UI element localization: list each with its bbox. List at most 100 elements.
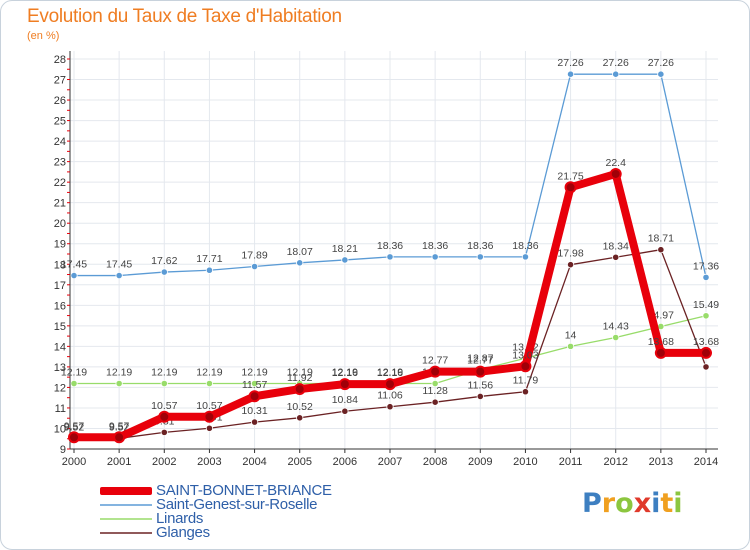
data-label: 9.52: [109, 421, 130, 433]
data-point[interactable]: [158, 410, 171, 423]
data-label: 12.19: [106, 367, 132, 379]
data-label: 18.21: [332, 243, 358, 255]
data-point[interactable]: [700, 346, 712, 359]
data-label: 10.31: [241, 405, 267, 417]
data-point[interactable]: [612, 333, 620, 342]
data-point[interactable]: [113, 431, 126, 444]
data-point[interactable]: [386, 253, 394, 261]
data-label: 12.77: [467, 355, 493, 367]
x-tick-label: 2002: [152, 456, 176, 468]
legend-item[interactable]: Linards: [100, 511, 332, 526]
data-label: 9.57: [109, 420, 130, 432]
y-tick-label: 10: [54, 423, 66, 435]
data-point[interactable]: [205, 266, 214, 274]
x-tick-label: 2011: [559, 456, 583, 468]
y-tick-label: 11: [55, 403, 66, 415]
data-point[interactable]: [702, 273, 710, 281]
data-point[interactable]: [205, 379, 214, 388]
data-label: 12.16: [377, 367, 403, 379]
y-tick-label: 23: [54, 157, 66, 169]
data-point[interactable]: [205, 424, 214, 432]
data-point[interactable]: [564, 181, 577, 194]
data-point[interactable]: [521, 253, 530, 261]
data-point[interactable]: [250, 379, 259, 388]
data-label: 11.06: [377, 390, 403, 402]
y-tick-label: 27: [54, 75, 66, 87]
legend-item[interactable]: Saint-Genest-sur-Roselle: [100, 497, 332, 512]
data-point[interactable]: [115, 379, 123, 388]
legend-label: SAINT-BONNET-BRIANCE: [156, 482, 332, 499]
data-point[interactable]: [338, 378, 351, 391]
data-label: 27.26: [557, 57, 583, 69]
data-label: 11.56: [468, 379, 494, 391]
x-tick-label: 2005: [287, 456, 311, 468]
data-point[interactable]: [250, 262, 259, 271]
data-point[interactable]: [609, 167, 622, 180]
data-point[interactable]: [431, 398, 439, 406]
data-point[interactable]: [341, 256, 349, 264]
data-point[interactable]: [654, 346, 667, 359]
data-label: 9.57: [64, 420, 85, 432]
data-point[interactable]: [115, 271, 123, 280]
data-point[interactable]: [248, 390, 261, 403]
y-tick-label: 13: [54, 362, 66, 374]
data-label: 17.36: [693, 260, 719, 272]
x-tick-label: 2009: [468, 456, 492, 468]
x-tick-label: 2012: [603, 456, 627, 468]
data-point[interactable]: [429, 365, 442, 378]
data-point[interactable]: [566, 70, 575, 78]
data-label: 12.87: [467, 353, 493, 365]
data-point[interactable]: [612, 253, 620, 261]
data-point[interactable]: [160, 268, 168, 276]
data-point[interactable]: [476, 253, 484, 261]
data-label: 18.36: [467, 240, 493, 252]
data-point[interactable]: [521, 388, 530, 396]
data-point[interactable]: [474, 365, 487, 378]
data-point[interactable]: [203, 410, 216, 423]
data-point[interactable]: [702, 363, 710, 371]
data-point[interactable]: [250, 418, 259, 426]
data-point[interactable]: [68, 431, 80, 444]
legend-item[interactable]: Glanges: [100, 525, 332, 540]
data-point[interactable]: [293, 383, 306, 396]
data-point[interactable]: [384, 378, 396, 391]
data-point[interactable]: [296, 414, 304, 422]
data-label: 12.77: [422, 355, 448, 367]
x-tick-label: 2003: [197, 456, 221, 468]
data-point[interactable]: [386, 403, 394, 411]
legend-swatch: [100, 532, 152, 534]
data-point[interactable]: [70, 379, 78, 388]
chart-subtitle: (en %): [27, 30, 60, 42]
data-point[interactable]: [519, 360, 532, 373]
y-tick-label: 16: [54, 300, 66, 312]
x-tick-label: 2004: [242, 456, 266, 468]
data-point[interactable]: [657, 70, 665, 78]
data-label: 17.71: [196, 253, 222, 265]
legend-item[interactable]: SAINT-BONNET-BRIANCE: [100, 482, 332, 499]
data-point[interactable]: [296, 259, 304, 267]
data-point[interactable]: [566, 342, 575, 350]
data-label: 13.68: [648, 336, 674, 348]
data-label: 10.57: [196, 400, 222, 412]
data-label: 11.79: [513, 375, 539, 387]
data-point[interactable]: [431, 379, 439, 388]
data-point[interactable]: [341, 407, 349, 415]
data-point[interactable]: [160, 379, 168, 388]
data-point[interactable]: [612, 70, 620, 78]
data-point[interactable]: [160, 428, 168, 436]
data-label: 12.19: [332, 367, 358, 379]
x-tick-label: 2013: [649, 456, 673, 468]
data-label: 9.52: [64, 421, 85, 433]
data-point[interactable]: [566, 261, 575, 269]
data-label: 18.36: [512, 240, 538, 252]
data-point[interactable]: [431, 253, 439, 261]
data-point[interactable]: [657, 246, 665, 254]
data-point[interactable]: [476, 392, 484, 401]
x-tick-label: 2008: [423, 456, 447, 468]
data-label: 10.84: [332, 394, 358, 406]
data-point[interactable]: [70, 271, 78, 280]
data-point[interactable]: [702, 312, 710, 320]
data-label: 17.45: [61, 259, 87, 271]
data-label: 15.49: [693, 299, 719, 311]
